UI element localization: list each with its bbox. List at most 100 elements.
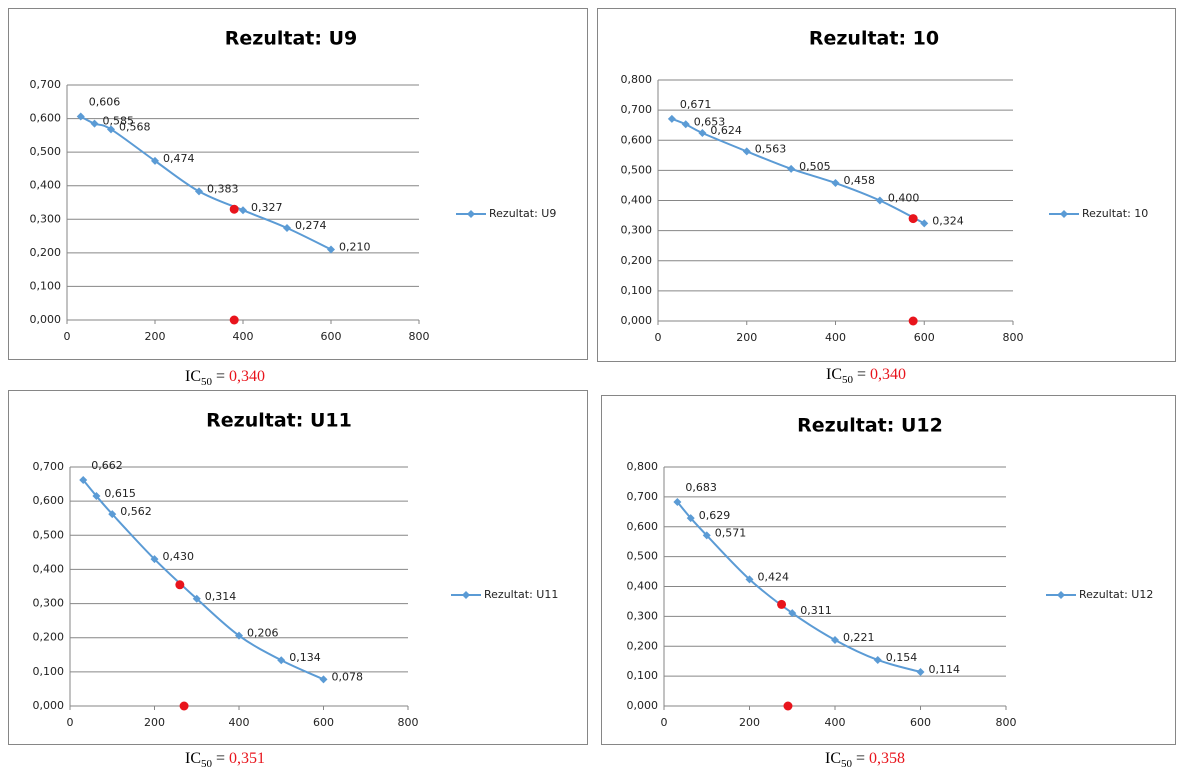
data-point: [239, 206, 247, 215]
caption-value: 0,340: [870, 366, 907, 383]
x-tick-label: 0: [661, 716, 668, 729]
x-tick-label: 800: [398, 716, 419, 729]
data-label: 0,458: [844, 174, 876, 187]
legend-marker: [1060, 210, 1068, 218]
data-point: [92, 492, 101, 501]
ic50-point: [908, 214, 918, 224]
data-label: 0,154: [886, 651, 918, 664]
ic50-point: [179, 701, 189, 711]
data-point: [742, 147, 751, 156]
data-label: 0,474: [163, 152, 195, 165]
ic50-caption: IC50 = 0,351: [185, 750, 265, 770]
data-label: 0,505: [799, 160, 831, 173]
legend-label: Rezultat: U11: [484, 588, 558, 601]
chart-title: Rezultat: 10: [809, 28, 939, 50]
data-point: [327, 245, 335, 254]
data-label: 0,624: [710, 124, 742, 137]
data-label: 0,134: [289, 651, 321, 664]
y-tick-label: 0,600: [621, 133, 653, 146]
data-label: 0,274: [295, 219, 327, 232]
y-tick-label: 0,500: [627, 550, 659, 563]
caption-sub: 50: [840, 758, 852, 771]
data-point: [787, 164, 796, 173]
data-point: [916, 667, 925, 676]
data-label: 0,210: [339, 241, 371, 254]
caption-sub: 50: [200, 758, 212, 771]
caption-sub: 50: [200, 376, 212, 389]
data-label: 0,585: [103, 115, 135, 128]
caption-sub: 50: [841, 374, 853, 387]
x-tick-label: 0: [64, 330, 71, 343]
x-tick-label: 600: [321, 330, 342, 343]
chart-panel: Rezultat: U9 0,000 0,100 0,200 0,300 0,400 0,5…: [8, 8, 588, 360]
y-tick-label: 0,300: [30, 212, 62, 225]
y-tick-label: 0,500: [33, 528, 65, 541]
x-tick-label: 400: [825, 716, 846, 729]
x-tick-label: 800: [1003, 331, 1024, 344]
chart-panel: Rezultat: 10 0,000 0,100 0,200 0,300 0,400 0,5…: [597, 8, 1176, 362]
data-point: [319, 675, 328, 684]
caption-text: IC: [824, 750, 841, 767]
data-label: 0,430: [163, 550, 195, 563]
y-tick-label: 0,100: [627, 669, 659, 682]
data-label: 0,078: [332, 670, 364, 683]
data-label: 0,662: [91, 459, 123, 472]
data-point: [873, 655, 882, 664]
y-tick-label: 0,700: [621, 103, 653, 116]
y-tick-label: 0,800: [627, 460, 659, 473]
data-label: 0,563: [755, 142, 787, 155]
y-tick-label: 0,700: [627, 490, 659, 503]
data-label: 0,314: [205, 590, 237, 603]
data-point: [745, 575, 754, 584]
y-tick-label: 0,700: [30, 78, 62, 91]
x-tick-label: 200: [736, 331, 757, 344]
y-tick-label: 0,400: [33, 562, 65, 575]
y-tick-label: 0,100: [30, 279, 62, 292]
data-point: [831, 179, 840, 188]
data-label: 0,400: [888, 192, 920, 205]
y-tick-label: 0,700: [33, 460, 65, 473]
data-label: 0,424: [758, 570, 790, 583]
caption-value: 0,351: [229, 750, 266, 767]
data-label: 0,562: [120, 505, 152, 518]
data-point: [108, 510, 117, 519]
data-point: [151, 156, 159, 165]
chart-title: Rezultat: U11: [206, 410, 352, 432]
x-tick-label: 600: [914, 331, 935, 344]
chart-title: Rezultat: U12: [797, 415, 943, 437]
data-label: 0,568: [119, 120, 151, 133]
data-label: 0,629: [699, 509, 731, 522]
y-tick-label: 0,800: [621, 73, 653, 86]
caption-value: 0,340: [229, 368, 266, 385]
chart-panel: Rezultat: U11 0,000 0,100 0,200 0,300 0,400 0,…: [8, 390, 588, 745]
ic50-point: [777, 599, 787, 609]
legend-marker: [1057, 591, 1065, 599]
y-tick-label: 0,400: [627, 580, 659, 593]
legend-label: Rezultat: U12: [1079, 588, 1153, 601]
ic50-point: [229, 315, 239, 325]
data-point: [235, 631, 243, 640]
legend-marker: [467, 210, 475, 218]
caption-eq: =: [215, 750, 226, 767]
data-point: [79, 475, 88, 484]
data-label: 0,615: [104, 487, 136, 500]
data-point: [681, 120, 690, 129]
data-label: 0,571: [715, 526, 747, 539]
y-tick-label: 0,300: [621, 224, 653, 237]
legend-marker: [462, 591, 470, 599]
caption-eq: =: [856, 366, 867, 383]
data-label: 0,383: [207, 182, 239, 195]
data-point: [150, 555, 159, 564]
y-tick-label: 0,500: [621, 163, 653, 176]
data-label: 0,221: [843, 631, 875, 644]
y-tick-label: 0,400: [621, 194, 653, 207]
y-tick-label: 0,600: [30, 112, 62, 125]
data-label: 0,206: [247, 627, 279, 640]
x-tick-label: 400: [825, 331, 846, 344]
data-point: [698, 129, 707, 138]
x-tick-label: 600: [313, 716, 334, 729]
ic50-point: [229, 204, 239, 214]
x-tick-label: 200: [145, 330, 166, 343]
data-point: [875, 196, 884, 205]
